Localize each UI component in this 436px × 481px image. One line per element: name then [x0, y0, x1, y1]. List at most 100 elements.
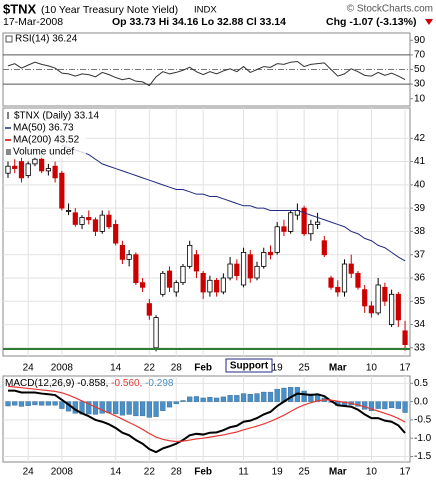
x-tick-label: 2008 [51, 467, 74, 478]
x-tick-label: 14 [110, 363, 122, 374]
histogram-bar [173, 401, 179, 405]
histogram-bar [25, 401, 31, 406]
candle-body [99, 214, 105, 232]
ohlc: Op 33.73 Hi 34.16 Lo 32.88 Cl 33.14 [112, 16, 286, 28]
y-tick-label: 40 [414, 179, 426, 190]
candle-body [59, 172, 65, 209]
histogram-bar [12, 401, 18, 406]
y-tick-label: 50 [414, 64, 426, 75]
x-tick-label: 25 [299, 467, 311, 478]
rsi-line [7, 60, 406, 87]
legend-entry: MA(200) 43.52 [13, 135, 80, 146]
y-tick-label: 38 [414, 226, 426, 237]
candle-body [220, 277, 226, 293]
credit: © StockCharts.com [347, 4, 433, 15]
legend-entry: -0.298 [145, 378, 174, 389]
legend-entry: MACD(12,26,9) [5, 378, 74, 389]
y-tick-label: 36 [414, 273, 426, 284]
candle-body [160, 272, 166, 295]
histogram-bar [234, 395, 240, 402]
y-tick-label: 39 [414, 203, 426, 214]
candle-body [247, 254, 253, 279]
x-tick-label: 14 [110, 467, 122, 478]
x-tick-label: 22 [144, 467, 156, 478]
histogram-bar [301, 390, 307, 402]
symbol: $TNX [3, 1, 37, 16]
candle-body [308, 224, 314, 235]
candle-body [301, 207, 307, 235]
candle-body [389, 293, 395, 325]
histogram-bar [274, 388, 280, 402]
histogram-bar [45, 401, 51, 406]
candle-body [281, 226, 287, 232]
candle-body [328, 277, 334, 288]
histogram-bar [119, 401, 126, 416]
candle-body [173, 282, 179, 293]
x-tick-label: Feb [194, 363, 212, 374]
candle-body [368, 305, 375, 314]
histogram-bar [308, 393, 314, 402]
x-tick-label: Mar [329, 467, 347, 478]
x-tick-label: 11 [238, 467, 249, 478]
histogram-bar [254, 393, 260, 402]
y-tick-label: 33 [414, 342, 426, 353]
x-tick-label: 28 [171, 467, 183, 478]
x-tick-label: 24 [23, 363, 35, 374]
histogram-bar [18, 401, 25, 407]
x-tick-label: 17 [400, 363, 412, 374]
x-tick-label: 25 [299, 363, 311, 374]
candle-body [234, 263, 240, 277]
candle-body [113, 224, 119, 244]
candle-body [92, 219, 99, 232]
candle-body [72, 212, 78, 225]
histogram-bar [207, 397, 213, 402]
candle-body [200, 272, 206, 293]
candle-body [341, 263, 348, 293]
candle-body [126, 254, 132, 260]
candle-body [139, 282, 146, 288]
legend-entry: -0.858, [77, 378, 108, 389]
candle-body [45, 168, 51, 172]
date: 17-Mar-2008 [3, 16, 63, 28]
histogram-bar [126, 401, 132, 415]
candle-body [166, 270, 173, 288]
histogram-bar [240, 393, 247, 402]
histogram-bar [288, 387, 294, 402]
y-tick-label: 37 [414, 249, 426, 260]
histogram-bar [214, 397, 220, 402]
security-name: (10 Year Treasury Note Yield) [41, 4, 178, 16]
x-tick-label: 19 [272, 363, 284, 374]
candle-body [227, 263, 233, 279]
y-tick-label: -1.0 [414, 433, 432, 444]
histogram-bar [139, 401, 146, 417]
histogram-bar [52, 401, 58, 406]
candle-body [214, 279, 220, 293]
y-tick-label: 10 [414, 93, 426, 104]
y-tick-label: 90 [414, 35, 426, 46]
candle-body [119, 244, 126, 260]
histogram-bar [113, 401, 119, 414]
candle-body [375, 284, 381, 314]
histogram-bar [267, 391, 274, 402]
histogram-bar [146, 401, 152, 418]
exchange: INDX [194, 5, 217, 16]
x-tick-label: 17 [400, 467, 412, 478]
histogram-bar [261, 391, 267, 402]
y-tick-label: -0.5 [414, 415, 432, 426]
y-tick-label: 30 [414, 79, 426, 90]
candle-body [18, 161, 25, 179]
histogram-bar [39, 401, 45, 406]
candle-body [39, 158, 45, 172]
y-tick-label: 0.0 [414, 396, 428, 407]
candle-body [362, 289, 368, 307]
histogram-bar [153, 401, 159, 417]
candle-body [267, 251, 274, 256]
y-tick-label: 70 [414, 50, 426, 61]
candle-body [12, 165, 18, 169]
histogram-bar [362, 401, 368, 410]
histogram-bar [368, 401, 375, 411]
candle-body [193, 254, 200, 272]
y-tick-label: -1.5 [414, 451, 432, 462]
y-tick-label: 41 [414, 156, 426, 167]
histogram-bar [133, 401, 139, 417]
